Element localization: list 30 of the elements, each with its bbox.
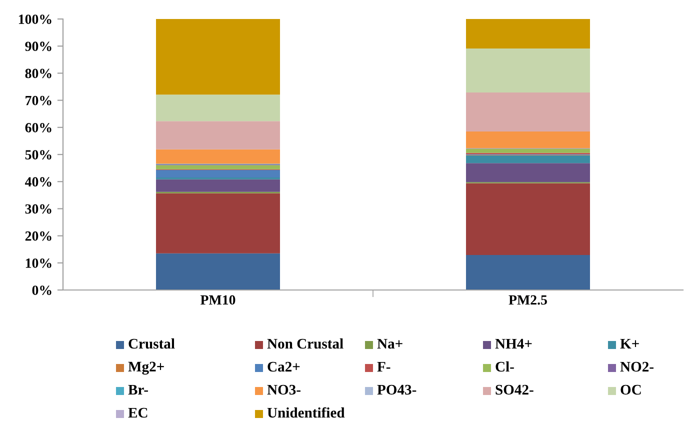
legend-label: NO3-	[267, 384, 300, 395]
legend-label: Non Crustal	[267, 338, 344, 349]
legend-label: EC	[128, 408, 148, 418]
y-tick-label: 30%	[25, 204, 52, 214]
legend-label: Na+	[377, 338, 402, 349]
y-tick-label: 20%	[25, 231, 52, 241]
x-tick-label: PM2.5	[508, 295, 547, 305]
y-tick-label: 0%	[32, 286, 52, 295]
legend-label: F-	[377, 362, 390, 372]
legend-label: Cl-	[496, 361, 514, 372]
legend-label: NO2-	[620, 362, 654, 372]
legend-label: NH4+	[495, 338, 532, 349]
legend-label: SO42-	[496, 384, 534, 395]
y-tick-label: 80%	[25, 68, 52, 78]
legend-label: Crustal	[128, 338, 175, 349]
x-tick-label: PM10	[200, 295, 236, 305]
legend-label: OC	[620, 384, 641, 395]
y-tick-label: 90%	[25, 42, 52, 52]
y-tick-label: 50%	[25, 150, 52, 160]
legend-label: Ca2+	[268, 362, 300, 372]
legend-label: Br-	[128, 384, 148, 395]
legend-label: PO43-	[377, 384, 416, 395]
y-tick-label: 100%	[18, 14, 52, 24]
y-tick-label: 40%	[24, 177, 52, 187]
y-tick-label: 60%	[25, 122, 52, 132]
legend-label: Mg2+	[128, 362, 164, 375]
legend-label: Unidentified	[267, 407, 345, 418]
legend-label: K+	[620, 338, 639, 349]
y-tick-label: 10%	[26, 258, 52, 268]
y-tick-label: 70%	[26, 96, 52, 106]
